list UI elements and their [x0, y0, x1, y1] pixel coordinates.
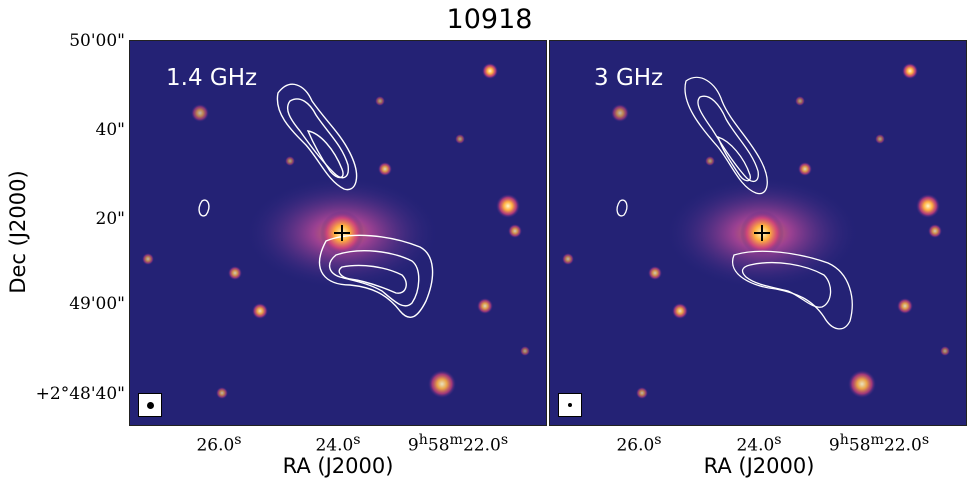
radio-image-panel-3ghz: 3 GHz: [549, 40, 967, 426]
beam-ellipse: [146, 401, 154, 409]
x-tick-label: 26.0s: [196, 432, 242, 456]
y-tick-label: 50'00": [69, 31, 125, 51]
radio-contours: [616, 76, 853, 330]
y-tick-label: 40": [95, 120, 125, 140]
optical-field-image: [550, 41, 966, 425]
beam-ellipse: [568, 403, 572, 407]
x-axis-label: RA (J2000): [703, 454, 815, 478]
y-tick-label: 49'00": [69, 294, 125, 314]
radio-contours: [198, 83, 434, 319]
x-tick-label: 24.0s: [736, 432, 782, 456]
x-tick-label: 24.0s: [315, 432, 361, 456]
frequency-label: 3 GHz: [594, 65, 664, 91]
host-galaxy-cross-marker: [754, 225, 770, 241]
frequency-label: 1.4 GHz: [166, 65, 258, 91]
x-tick-label: 9h58m22.0s: [407, 432, 509, 456]
x-tick-label: 9h58m22.0s: [828, 432, 930, 456]
beam-size-indicator: [558, 393, 582, 417]
radio-image-panel-1400mhz: 1.4 GHz: [129, 40, 547, 426]
y-axis-label: Dec (J2000): [6, 170, 30, 294]
y-tick-label: 20": [95, 209, 125, 229]
figure-title: 10918: [446, 4, 533, 35]
beam-size-indicator: [138, 393, 162, 417]
optical-field-image: [130, 41, 546, 425]
x-axis-label: RA (J2000): [282, 454, 394, 478]
y-tick-label: +2°48'40": [35, 384, 125, 404]
host-galaxy-cross-marker: [334, 225, 350, 241]
x-tick-label: 26.0s: [616, 432, 662, 456]
